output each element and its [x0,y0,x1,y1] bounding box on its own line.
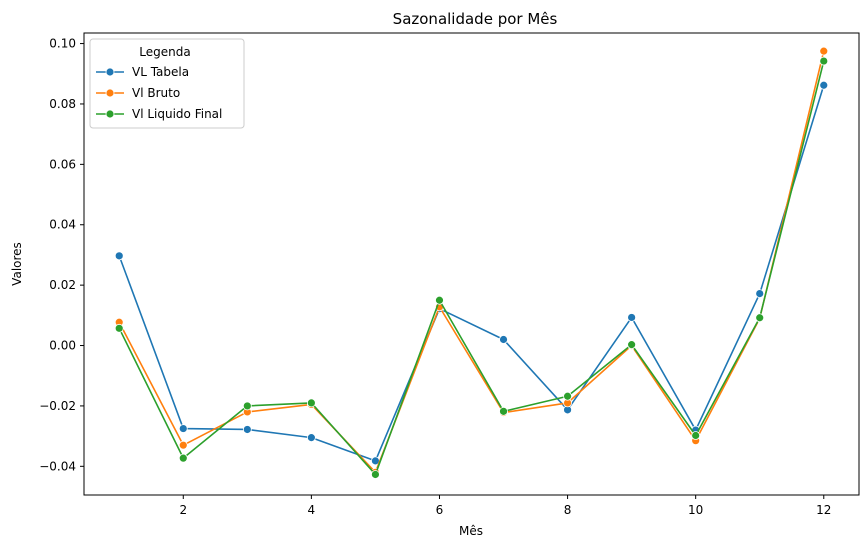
series-line-2 [118,60,825,476]
series-1-point [819,46,829,56]
x-tick-label: 4 [308,503,316,517]
legend-label-0: VL Tabela [132,65,189,79]
y-tick-label: −0.02 [39,399,76,413]
y-tick-label: 0.08 [49,97,76,111]
series-2-point [114,323,124,333]
plot-area [114,46,829,479]
y-tick-label: 0.02 [49,278,76,292]
series-2-point [242,401,252,411]
series-0-point [178,424,188,433]
legend-box [89,38,245,129]
legend-marker-1 [105,88,115,98]
y-axis-label: Valores [10,242,24,286]
series-0-point [114,251,124,261]
series-2-point [755,313,765,323]
series-0-point [499,335,508,344]
series-line-0 [118,85,825,462]
legend-label-1: Vl Bruto [132,86,180,100]
x-axis: 2 4 6 8 10 12 [179,495,831,517]
series-2-point [435,295,444,305]
series-2-point [499,406,508,416]
legend: Legenda VL Tabela Vl Bruto Vl Liquido Fina… [89,38,245,129]
series-2-point [371,470,380,479]
series-2-point [563,391,572,401]
series-2-point [819,56,829,66]
series-0-point [627,313,637,322]
x-tick-label: 2 [179,503,187,517]
legend-title: Legenda [139,45,190,59]
x-axis-label: Mês [459,524,483,538]
series-0-point [819,80,829,90]
legend-marker-2 [105,109,115,119]
series-line-1 [118,50,825,474]
x-tick-label: 8 [564,503,572,517]
series-2-point [306,398,316,408]
series-0-point [306,433,316,443]
series-0-point [755,289,765,298]
series-2-point [178,453,188,463]
x-tick-label: 6 [436,503,444,517]
y-tick-label: 0.10 [49,37,76,51]
chart-title: Sazonalidade por Mês [393,10,558,28]
y-tick-label: 0.00 [49,339,76,353]
series-2-point [691,431,701,440]
x-tick-label: 10 [688,503,703,517]
y-tick-label: 0.06 [49,157,76,171]
series-0-point [242,425,252,434]
y-axis: −0.04 −0.02 0.00 0.02 0.04 0.06 0.08 0.10 [39,37,84,473]
legend-label-2: Vl Liquido Final [132,107,222,121]
series-1-point [178,440,188,450]
legend-marker-0 [105,67,115,77]
series-2-point [627,340,637,350]
y-tick-label: −0.04 [39,459,76,473]
y-tick-label: 0.04 [49,218,76,232]
axes-frame [83,32,860,496]
x-tick-label: 12 [816,503,831,517]
